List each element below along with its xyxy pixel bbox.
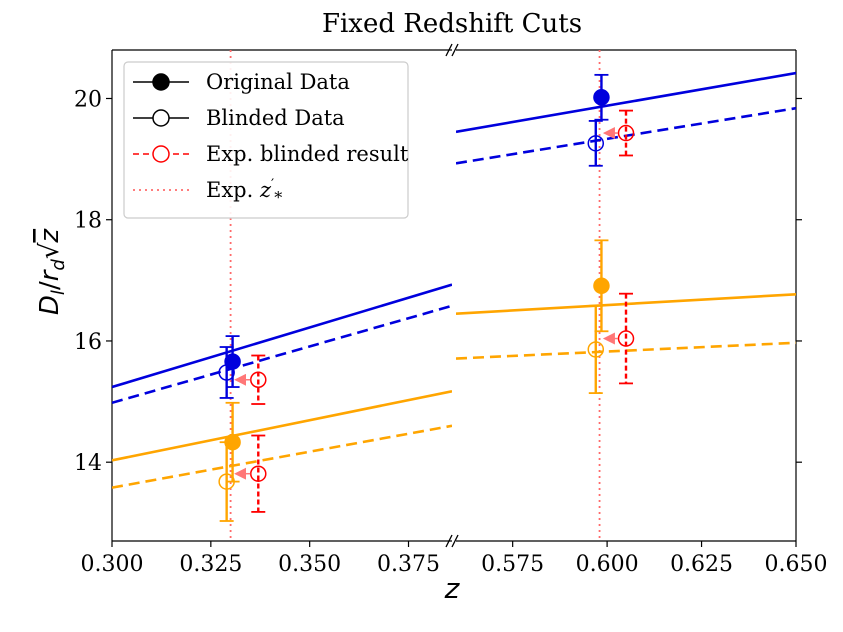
legend-box <box>123 61 409 219</box>
axis-break-mark <box>451 534 459 548</box>
x-tick-label: 0.600 <box>576 552 639 577</box>
legend-label-0: Original Data <box>206 70 350 94</box>
legend: Original Data Blinded Data Exp. blinded re… <box>123 61 409 219</box>
original-orange-high-marker <box>593 277 610 295</box>
x-tick-label: 0.650 <box>765 552 828 577</box>
expected-orange-high-marker <box>617 330 635 347</box>
x-tick-label: 0.350 <box>278 552 341 577</box>
axis-break-mark <box>445 534 453 548</box>
legend-marker-1 <box>152 109 170 127</box>
x-tick-label: 0.575 <box>481 552 544 577</box>
axis-break-mark <box>445 43 453 57</box>
y-tick-label: 20 <box>74 87 102 112</box>
blinded-orange-high-marker <box>587 341 605 358</box>
legend-label-1: Blinded Data <box>206 106 345 130</box>
chart-title: Fixed Redshift Cuts <box>322 9 582 39</box>
x-tick-label: 0.375 <box>377 552 440 577</box>
model-line <box>456 71 796 134</box>
model-line <box>112 283 452 389</box>
expected-blue-low-marker <box>250 371 267 389</box>
plot-area: 14 16 18 20 0.300 0.325 0.350 0.375 0.575 0.600 0.… <box>74 43 828 577</box>
legend-marker-0 <box>152 73 170 91</box>
original-blue-high-marker <box>593 89 610 106</box>
legend-label-3: Exp. z′* <box>206 177 282 207</box>
svg-text:Dl/rd√z: Dl/rd√z <box>35 228 69 316</box>
blinded-orange-low-marker <box>218 473 235 490</box>
blinded-blue-low-marker <box>218 364 235 381</box>
legend-marker-2 <box>152 145 170 163</box>
y-tick-label: 18 <box>74 209 102 234</box>
x-tick-label: 0.300 <box>81 552 144 577</box>
y-axis-label: Dl/rd√z <box>35 228 69 316</box>
expected-blue-high-marker <box>617 124 635 142</box>
axis-break-mark <box>451 43 459 57</box>
expected-orange-low-marker <box>250 465 267 482</box>
model-line <box>112 424 452 489</box>
x-tick-label: 0.325 <box>179 552 242 577</box>
model-line <box>112 390 452 462</box>
legend-label-2: Exp. blinded result <box>206 142 409 166</box>
x-tick-label: 0.625 <box>670 552 733 577</box>
blinded-blue-high-marker <box>587 135 605 152</box>
y-tick-label: 16 <box>74 330 102 355</box>
x-axis-label: z <box>444 572 461 605</box>
model-line <box>112 304 452 405</box>
y-tick-label: 14 <box>74 451 102 476</box>
